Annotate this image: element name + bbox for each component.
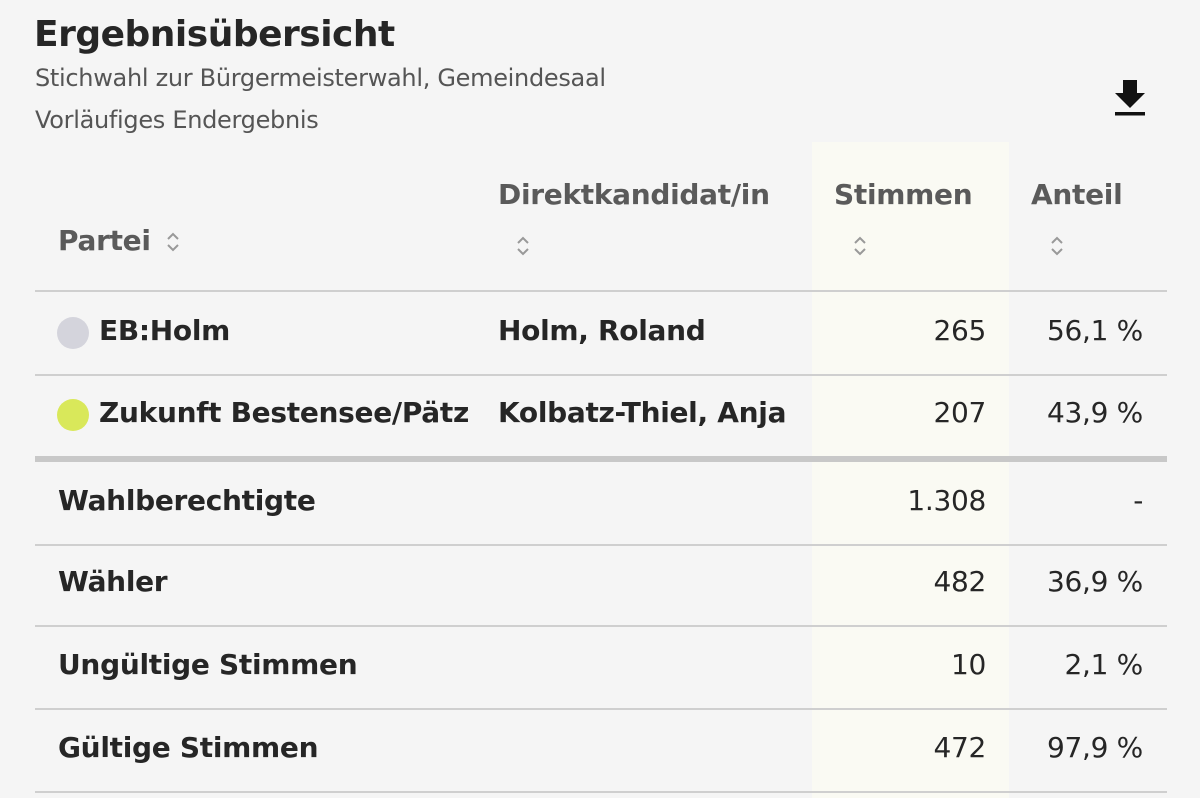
- sort-icon[interactable]: [514, 233, 532, 259]
- column-header-stimmen[interactable]: Stimmen: [834, 178, 973, 211]
- column-header-partei[interactable]: Partei: [58, 224, 182, 257]
- result-status: Vorläufiges Endergebnis: [35, 106, 319, 134]
- votes-value: 482: [933, 565, 986, 598]
- share-value: -: [1133, 484, 1143, 517]
- votes-value: 10: [950, 648, 986, 681]
- column-header-kandidat[interactable]: Direktkandidat/in: [498, 178, 770, 211]
- table-divider: [35, 625, 1167, 627]
- votes-value: 1.308: [907, 484, 986, 517]
- party-name: EB:Holm: [99, 314, 231, 347]
- share-value: 56,1 %: [1046, 314, 1143, 347]
- summary-label: Wahlberechtigte: [58, 484, 316, 517]
- page-title: Ergebnisübersicht: [34, 14, 395, 55]
- votes-value: 265: [933, 314, 986, 347]
- table-divider: [35, 708, 1167, 710]
- column-header-anteil[interactable]: Anteil: [1031, 178, 1123, 211]
- share-value: 36,9 %: [1046, 565, 1143, 598]
- table-divider: [35, 544, 1167, 546]
- share-value: 2,1 %: [1064, 648, 1143, 681]
- summary-label: Gültige Stimmen: [58, 731, 319, 764]
- votes-value: 472: [933, 731, 986, 764]
- download-icon: [1115, 80, 1145, 116]
- table-divider-thick: [35, 456, 1167, 462]
- share-value: 97,9 %: [1046, 731, 1143, 764]
- column-header-partei-label: Partei: [58, 224, 151, 257]
- table-divider: [35, 374, 1167, 376]
- sort-icon: [167, 232, 179, 252]
- party-color-dot: [57, 399, 89, 431]
- share-value: 43,9 %: [1046, 396, 1143, 429]
- sort-icon[interactable]: [851, 233, 869, 259]
- summary-label: Ungültige Stimmen: [58, 648, 358, 681]
- download-button[interactable]: [1112, 76, 1148, 120]
- summary-label: Wähler: [58, 565, 168, 598]
- stimmen-column-highlight: [812, 142, 1009, 798]
- party-color-dot: [57, 317, 89, 349]
- party-name: Zukunft Bestensee/Pätz: [99, 396, 469, 429]
- candidate-name: Holm, Roland: [498, 314, 706, 347]
- table-divider: [35, 791, 1167, 793]
- table-divider: [35, 290, 1167, 292]
- votes-value: 207: [933, 396, 986, 429]
- sort-icon[interactable]: [1048, 233, 1066, 259]
- candidate-name: Kolbatz-Thiel, Anja: [498, 396, 787, 429]
- page-subtitle: Stichwahl zur Bürgermeisterwahl, Gemeind…: [35, 64, 606, 92]
